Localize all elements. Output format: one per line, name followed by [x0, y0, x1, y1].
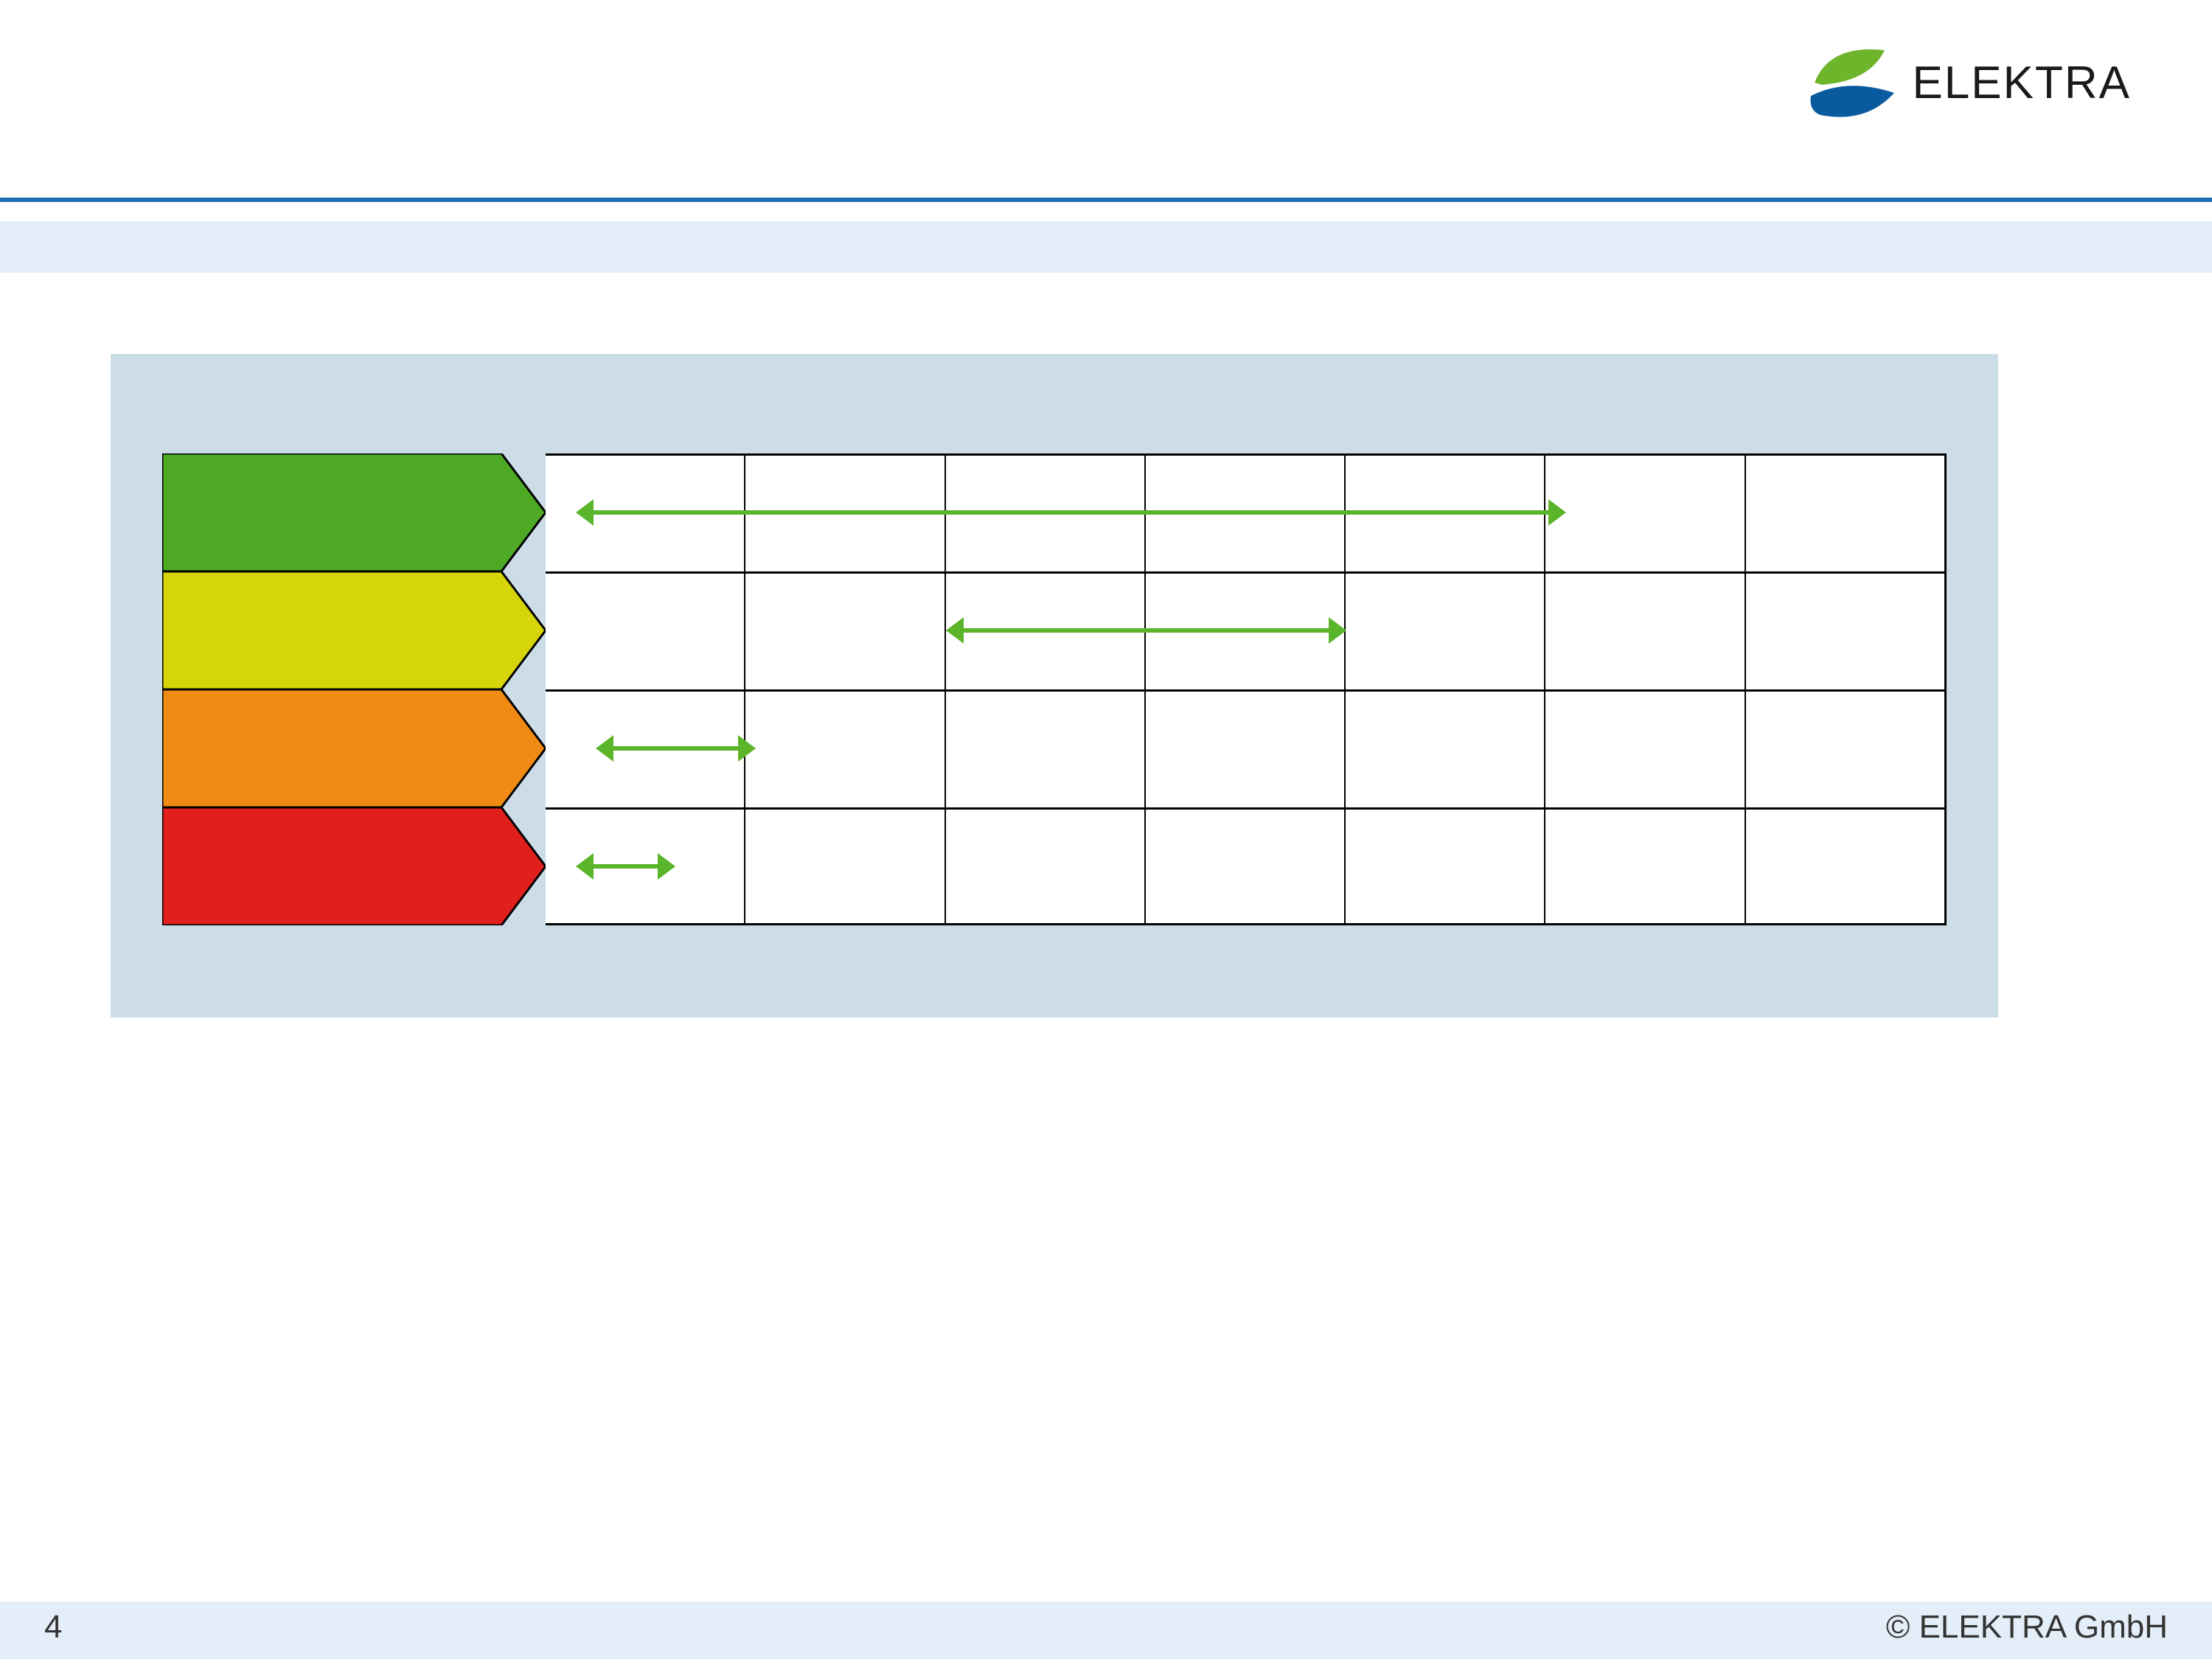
table-row	[162, 571, 1947, 689]
table-row	[162, 453, 1947, 571]
table-cell	[1745, 574, 1944, 689]
table-row	[162, 807, 1947, 925]
range-arrow	[589, 510, 1554, 515]
rating-tag	[162, 807, 546, 925]
table-cell	[945, 810, 1144, 923]
rating-tag	[162, 453, 546, 571]
arrow-right-icon	[1329, 617, 1346, 644]
range-table	[162, 453, 1947, 925]
arrow-right-icon	[658, 853, 675, 880]
title-band	[0, 221, 2212, 273]
table-cell	[1144, 810, 1344, 923]
table-cell	[1544, 810, 1744, 923]
table-cell	[1544, 456, 1744, 571]
table-cell	[1344, 810, 1544, 923]
arrow-right-icon	[1548, 499, 1566, 526]
logo-leaf-icon	[1815, 49, 1885, 85]
table-cell	[1745, 456, 1944, 571]
table-cell	[1344, 692, 1544, 807]
table-cell	[744, 574, 944, 689]
table-cell	[1544, 574, 1744, 689]
footer-band	[0, 1601, 2212, 1659]
table-cell	[945, 692, 1144, 807]
table-cell	[1144, 692, 1344, 807]
table-cell	[1745, 692, 1944, 807]
table-cell	[1544, 692, 1744, 807]
table-cell	[1745, 810, 1944, 923]
brand-logo: ELEKTRA	[1807, 44, 2131, 122]
table-cell	[546, 574, 744, 689]
brand-name: ELEKTRA	[1912, 57, 2131, 109]
row-cells	[546, 689, 1947, 807]
copyright-text: © ELEKTRA GmbH	[1886, 1609, 2168, 1646]
arrow-right-icon	[738, 735, 756, 762]
rating-tag	[162, 689, 546, 807]
chart-panel	[111, 354, 1998, 1018]
table-cell	[744, 692, 944, 807]
range-arrow	[959, 628, 1333, 633]
brand-logo-mark	[1807, 44, 1896, 122]
range-arrow	[609, 746, 742, 751]
arrow-left-icon	[946, 617, 964, 644]
rating-tag	[162, 571, 546, 689]
header-rule	[0, 198, 2212, 202]
table-cell	[1344, 574, 1544, 689]
logo-wave-icon	[1811, 86, 1894, 116]
row-cells	[546, 807, 1947, 925]
table-cell	[744, 810, 944, 923]
arrow-left-icon	[576, 853, 594, 880]
page-number: 4	[44, 1609, 62, 1646]
arrow-left-icon	[596, 735, 613, 762]
range-arrow	[589, 864, 663, 869]
table-row	[162, 689, 1947, 807]
arrow-left-icon	[576, 499, 594, 526]
